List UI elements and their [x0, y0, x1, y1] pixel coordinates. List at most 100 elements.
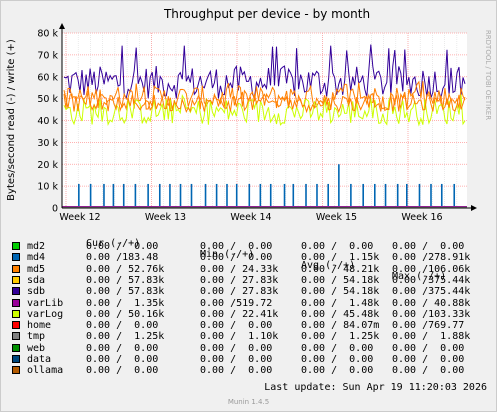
y-axis-arrow: [59, 23, 65, 29]
legend-max: 0.00 /769.77: [392, 320, 465, 332]
legend-avg: 0.00 / 0.00: [301, 342, 374, 354]
y-tick-label: 40 k: [37, 116, 58, 127]
header-cur: Cur (-/+): [86, 238, 141, 249]
legend-min: 0.00 / 0.00: [200, 342, 273, 354]
y-tick-label: 0: [52, 204, 58, 215]
chart-title: Throughput per device - by month: [163, 7, 370, 21]
last-update: Last update: Sun Apr 19 11:20:03 2026: [264, 382, 487, 393]
legend-name: sdb: [27, 286, 46, 298]
rrdtool-watermark: RRDTOOL / TOBI OETIKER: [484, 30, 492, 120]
x-tick-label: Week 13: [145, 212, 186, 223]
legend-avg: 0.00 / 54.18k: [301, 274, 380, 286]
legend-min: 0.00 / 0.00: [200, 252, 273, 264]
series-sdb: [63, 44, 466, 100]
x-axis-arrow: [471, 205, 477, 211]
legend-avg: 0.00 / 54.18k: [301, 286, 380, 298]
series-md5: [63, 89, 466, 114]
legend-max: 0.00 / 0.00: [392, 354, 465, 365]
header-min: Min (-/+): [200, 249, 255, 260]
legend-name: varLib: [27, 297, 64, 309]
legend-cur: 0.00 / 57.83k: [86, 274, 165, 286]
x-tick-label: Week 12: [59, 212, 100, 223]
legend-min: 0.00 / 27.83k: [200, 286, 279, 298]
legend-swatch: [12, 242, 20, 250]
legend-avg: 0.00 / 1.15k: [301, 252, 380, 264]
legend-min: 0.00 / 0.00: [200, 354, 273, 365]
series-sda: [63, 80, 466, 111]
legend-swatch: [12, 275, 20, 284]
legend-max: 0.00 /278.91k: [392, 252, 471, 264]
y-tick-label: 30 k: [37, 138, 58, 149]
y-tick-label: 10 k: [37, 182, 58, 193]
legend-name: ollama: [27, 365, 64, 377]
x-tick-label: Week 15: [316, 212, 357, 223]
legend-swatch: [12, 355, 20, 363]
series-lines: [62, 44, 467, 208]
legend-swatch: [12, 366, 20, 375]
y-tick-labels: 0 10 k 20 k 30 k 40 k 50 k 60 k 70 k 80 k: [37, 29, 58, 215]
header-max: Max (-/+): [392, 271, 447, 282]
legend-min: 0.00 / 0.00: [200, 365, 273, 377]
legend-max: 0.00 / 1.88k: [392, 331, 471, 343]
legend-name: web: [27, 342, 46, 354]
legend-avg: 0.00 / 0.00: [301, 241, 374, 252]
legend-cur: 0.00 / 52.76k: [86, 263, 165, 275]
x-tick-label: Week 16: [401, 212, 442, 223]
y-axis-label: Bytes/second read (-) / write (+): [6, 39, 17, 201]
legend-name: md4: [27, 252, 46, 264]
legend-swatch: [12, 253, 20, 262]
legend-avg: 0.00 / 0.00: [301, 365, 374, 377]
legend-cur: 0.00 / 0.00: [86, 342, 159, 354]
throughput-chart: Throughput per device - by month Bytes/s…: [6, 7, 492, 223]
legend-cur: 0.00 / 1.25k: [86, 331, 165, 343]
y-tick-label: 60 k: [37, 72, 58, 83]
legend-cur: 0.00 /183.48: [86, 252, 159, 264]
legend-max: 0.00 /103.33k: [392, 308, 471, 320]
grid-lines: [62, 32, 467, 208]
legend-min: 0.00 / 22.41k: [200, 308, 279, 320]
x-tick-labels: Week 12 Week 13 Week 14 Week 15 Week 16: [59, 212, 442, 223]
legend-avg: 0.00 / 1.48k: [301, 297, 380, 309]
legend-cur: 0.00 / 0.00: [86, 354, 159, 365]
legend-min: 0.00 / 27.83k: [200, 274, 279, 286]
legend-name: data: [27, 354, 52, 365]
legend-min: 0.00 / 1.10k: [200, 331, 279, 343]
legend-cur: 0.00 / 57.83k: [86, 286, 165, 298]
legend-name: md2: [27, 241, 46, 252]
series-varLog: [63, 93, 466, 127]
legend-cur: 0.00 / 1.35k: [86, 297, 165, 309]
legend-swatch: [12, 264, 20, 273]
legend-max: 0.00 /375.44k: [392, 286, 471, 298]
legend-cur: 0.00 / 0.00: [86, 241, 159, 252]
header-avg: Avg (-/+): [301, 260, 356, 271]
legend-max: 0.00 / 40.88k: [392, 297, 471, 309]
legend-avg: 0.00 / 0.00: [301, 354, 374, 365]
legend-swatch: [12, 332, 20, 341]
axes: [59, 23, 477, 211]
legend-cur: 0.00 / 0.00: [86, 365, 159, 377]
legend-header: Cur (-/+) Min (-/+) Avg (-/+) Max (-/+): [12, 227, 446, 282]
legend-name: tmp: [27, 331, 46, 343]
y-tick-label: 70 k: [37, 50, 58, 61]
y-tick-label: 20 k: [37, 160, 58, 171]
legend-avg: 0.00 / 84.07m: [301, 320, 380, 332]
legend-cur: 0.00 / 50.16k: [86, 308, 165, 320]
x-tick-label: Week 14: [230, 212, 271, 223]
legend-swatch: [12, 287, 20, 296]
legend-max: 0.00 / 0.00: [392, 241, 465, 252]
legend-name: varLog: [27, 308, 64, 320]
legend-name: md5: [27, 263, 46, 275]
legend-avg: 0.00 / 48.21k: [301, 263, 380, 275]
legend-avg: 0.00 / 1.25k: [301, 331, 380, 343]
y-tick-label: 80 k: [37, 29, 58, 40]
legend-max: 0.00 /106.06k: [392, 263, 471, 275]
legend-max: 0.00 / 0.00: [392, 342, 465, 354]
legend-min: 0.00 /519.72: [200, 297, 273, 309]
y-tick-label: 50 k: [37, 94, 58, 105]
legend-cur: 0.00 / 0.00: [86, 320, 159, 332]
munin-version: Munin 1.4.5: [227, 398, 270, 406]
legend-max: 0.00 / 0.00: [392, 365, 465, 377]
legend-swatch: [12, 298, 20, 307]
legend-swatch: [12, 343, 20, 352]
legend-swatch: [12, 309, 20, 318]
